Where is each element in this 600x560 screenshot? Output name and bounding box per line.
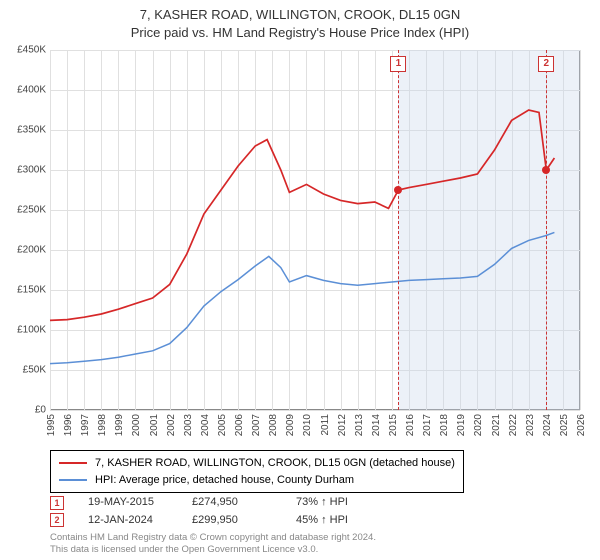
footer-line-2: This data is licensed under the Open Gov… — [50, 544, 376, 556]
line-layer — [50, 50, 580, 410]
ytick-label: £300K — [2, 165, 46, 176]
sale-date: 19-MAY-2015 — [88, 494, 168, 512]
sale-delta: 45% ↑ HPI — [296, 512, 376, 530]
legend-row: 7, KASHER ROAD, WILLINGTON, CROOK, DL15 … — [59, 455, 455, 472]
sale-marker-box-1: 1 — [390, 56, 406, 72]
legend: 7, KASHER ROAD, WILLINGTON, CROOK, DL15 … — [50, 450, 464, 493]
license-footer: Contains HM Land Registry data © Crown c… — [50, 532, 376, 557]
ytick-label: £200K — [2, 245, 46, 256]
sale-marker-dot-2 — [542, 166, 550, 174]
ytick-label: £450K — [2, 45, 46, 56]
sale-marker-dot-1 — [394, 186, 402, 194]
sale-marker-line-2 — [546, 50, 547, 410]
legend-swatch — [59, 479, 87, 481]
legend-row: HPI: Average price, detached house, Coun… — [59, 472, 455, 489]
sale-row-1: 1 19-MAY-2015 £274,950 73% ↑ HPI — [50, 494, 376, 512]
sale-marker-line-1 — [398, 50, 399, 410]
sale-marker-box-2: 2 — [538, 56, 554, 72]
sale-row-2: 2 12-JAN-2024 £299,950 45% ↑ HPI — [50, 512, 376, 530]
title-line-1: 7, KASHER ROAD, WILLINGTON, CROOK, DL15 … — [0, 6, 600, 24]
title-line-2: Price paid vs. HM Land Registry's House … — [0, 24, 600, 42]
sale-date: 12-JAN-2024 — [88, 512, 168, 530]
ytick-label: £400K — [2, 85, 46, 96]
sales-table: 1 19-MAY-2015 £274,950 73% ↑ HPI 2 12-JAN-202… — [50, 494, 376, 529]
legend-label: HPI: Average price, detached house, Coun… — [95, 472, 354, 489]
ytick-label: £0 — [2, 405, 46, 416]
ytick-label: £350K — [2, 125, 46, 136]
series-property — [50, 110, 554, 320]
chart-area: 12 £0£50K£100K£150K£200K£250K£300K£350K£… — [50, 50, 580, 410]
footer-line-1: Contains HM Land Registry data © Crown c… — [50, 532, 376, 544]
ytick-label: £100K — [2, 325, 46, 336]
sale-price: £274,950 — [192, 494, 272, 512]
chart-title-block: 7, KASHER ROAD, WILLINGTON, CROOK, DL15 … — [0, 0, 600, 42]
gridline-h — [50, 410, 580, 411]
legend-label: 7, KASHER ROAD, WILLINGTON, CROOK, DL15 … — [95, 455, 455, 472]
ytick-label: £50K — [2, 365, 46, 376]
sale-row-marker: 2 — [50, 513, 64, 527]
gridline-v — [580, 50, 581, 410]
legend-swatch — [59, 462, 87, 464]
ytick-label: £250K — [2, 205, 46, 216]
sale-row-marker: 1 — [50, 496, 64, 510]
sale-price: £299,950 — [192, 512, 272, 530]
sale-delta: 73% ↑ HPI — [296, 494, 376, 512]
series-hpi — [50, 232, 554, 363]
ytick-label: £150K — [2, 285, 46, 296]
